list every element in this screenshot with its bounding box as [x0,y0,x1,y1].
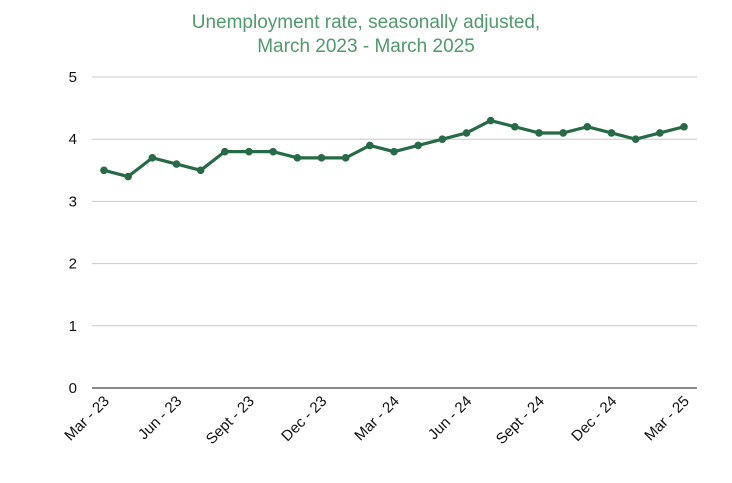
data-point-18 [535,129,543,137]
chart-title-line-1: Unemployment rate, seasonally adjusted, [191,12,541,33]
x-tick-label-5: Jun - 24 [425,393,475,443]
data-point-3 [172,160,181,168]
data-point-0 [100,166,108,175]
data-point-17 [511,122,519,131]
data-point-15 [462,129,471,137]
x-tick-label-2: Sept - 23 [203,393,258,448]
x-tick-label-8: Mar - 25 [641,393,693,445]
data-point-1 [124,172,132,181]
x-tick-label-6: Sept - 24 [493,393,548,448]
data-point-21 [607,129,616,137]
data-point-12 [390,147,398,156]
y-tick-label-1: 1 [69,318,77,335]
chart-title: Unemployment rate, seasonally adjusted, … [0,11,732,59]
data-point-5 [221,147,229,156]
chart-title-line-2: March 2023 - March 2025 [257,36,475,57]
data-point-2 [148,154,157,162]
data-point-6 [245,147,253,156]
x-tick-label-0: Mar - 23 [61,393,113,445]
y-tick-label-2: 2 [69,256,77,273]
y-tick-label-5: 5 [69,69,77,86]
data-point-16 [486,116,495,125]
data-point-19 [559,129,567,137]
x-tick-label-7: Dec - 24 [568,393,620,445]
data-point-24 [680,122,688,131]
data-point-4 [196,166,205,175]
data-point-23 [656,129,664,137]
y-tick-label-4: 4 [69,131,77,148]
x-tick-label-3: Dec - 23 [278,393,330,445]
data-point-9 [317,154,326,162]
data-point-13 [414,141,422,150]
x-tick-label-1: Jun - 23 [135,393,185,443]
data-point-22 [631,135,640,143]
y-tick-label-3: 3 [69,193,77,210]
data-point-14 [438,135,447,143]
data-point-8 [293,154,302,162]
data-point-11 [366,141,374,150]
data-point-20 [583,122,592,131]
x-tick-label-4: Mar - 24 [351,393,403,445]
y-tick-label-0: 0 [69,380,77,397]
data-point-10 [341,154,350,162]
data-point-7 [269,147,277,156]
